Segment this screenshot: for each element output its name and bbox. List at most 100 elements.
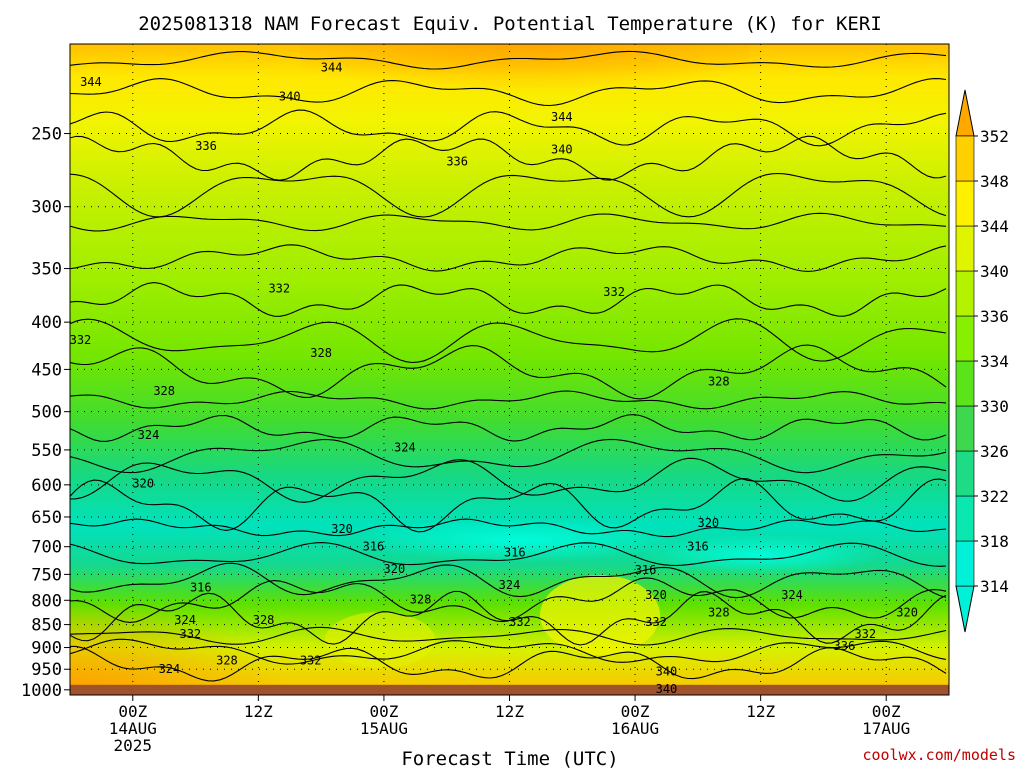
colorbar-segment xyxy=(955,315,975,362)
isoline xyxy=(70,78,947,107)
x-tick-label: 00Z xyxy=(118,702,147,721)
y-tick-label: 500 xyxy=(31,403,62,423)
colorbar: 314 318 322 326 330 334 336 340 344 348 352 xyxy=(955,89,1009,633)
isoline xyxy=(70,212,947,232)
y-tick-label: 800 xyxy=(31,591,62,611)
isoline xyxy=(70,390,947,410)
colorbar-segment xyxy=(955,180,975,227)
isoline xyxy=(70,518,947,538)
y-tick-label: 350 xyxy=(31,260,62,280)
colorbar-label: 348 xyxy=(980,172,1009,191)
colorbar-label: 314 xyxy=(980,577,1009,596)
colorbar-label: 336 xyxy=(980,307,1009,326)
y-tick-label: 650 xyxy=(31,508,62,528)
contour-label: 324 xyxy=(781,588,803,602)
cold-pool-2 xyxy=(640,535,880,575)
x-tick-label: 15AUG xyxy=(360,719,408,738)
warm-bubble-2 xyxy=(325,612,435,668)
contour-label: 328 xyxy=(153,384,175,398)
contour-label: 316 xyxy=(504,545,526,559)
isolines xyxy=(70,50,947,682)
isoline xyxy=(70,109,947,147)
colorbar-segment xyxy=(955,270,975,317)
contour-label: 332 xyxy=(300,654,322,668)
contour-label: 332 xyxy=(509,615,531,629)
colorbar-segment xyxy=(955,495,975,542)
x-tick-label: 14AUG xyxy=(109,719,157,738)
colorbar-label: 340 xyxy=(980,262,1009,281)
colorbar-label: 334 xyxy=(980,352,1009,371)
warm-bubble-1 xyxy=(540,575,660,655)
x-tick-label: 16AUG xyxy=(611,719,659,738)
contour-label: 324 xyxy=(159,662,181,676)
colorbar-label: 318 xyxy=(980,532,1009,551)
contour-label: 320 xyxy=(697,516,719,530)
contour-label: 316 xyxy=(363,540,385,554)
theta-e-field xyxy=(70,44,949,695)
contour-label: 332 xyxy=(603,285,625,299)
warm-surface-region xyxy=(70,600,290,695)
isoline xyxy=(70,318,947,364)
contour-label: 316 xyxy=(190,581,212,595)
x-tick-label: 12Z xyxy=(495,702,524,721)
y-tick-label: 250 xyxy=(31,125,62,145)
x-tick-label: 12Z xyxy=(244,702,273,721)
x-tick-label: 00Z xyxy=(872,702,901,721)
contour-label: 316 xyxy=(687,540,709,554)
warm-top-region xyxy=(300,44,750,124)
contour-label: 324 xyxy=(138,428,160,442)
contour-label: 328 xyxy=(708,606,730,620)
isoline xyxy=(70,344,947,400)
contour-label: 344 xyxy=(551,110,573,124)
cold-pool-1 xyxy=(360,518,680,562)
contour-label: 332 xyxy=(645,615,667,629)
colorbar-label: 344 xyxy=(980,217,1009,236)
isoline xyxy=(70,638,947,665)
y-tick-label: 900 xyxy=(31,639,62,659)
colorbar-label: 322 xyxy=(980,487,1009,506)
isoline xyxy=(70,645,947,682)
contour-label: 328 xyxy=(253,613,275,627)
ground-fill xyxy=(70,684,949,695)
isoline xyxy=(70,135,947,181)
colorbar-segment xyxy=(955,225,975,272)
contour-label: 328 xyxy=(216,654,238,668)
isoline xyxy=(70,478,947,533)
contour-label: 320 xyxy=(896,606,918,620)
contour-label: 316 xyxy=(635,563,657,577)
colorbar-segment xyxy=(955,450,975,497)
contour-label: 320 xyxy=(645,588,667,602)
contour-label: 332 xyxy=(179,627,201,641)
contour-label: 320 xyxy=(331,522,353,536)
contour-label: 328 xyxy=(708,375,730,389)
contour-label: 340 xyxy=(656,664,678,678)
chart-title: 2025081318 NAM Forecast Equiv. Potential… xyxy=(138,13,882,35)
contour-label: 320 xyxy=(384,562,406,576)
contour-label: 336 xyxy=(446,154,468,168)
colorbar-segment xyxy=(955,540,975,587)
colorbar-segment xyxy=(955,135,975,182)
y-tick-label: 850 xyxy=(31,616,62,636)
isoline xyxy=(70,244,947,272)
x-axis-label: Forecast Time (UTC) xyxy=(401,748,618,768)
contour-label: 340 xyxy=(656,682,678,696)
isoline xyxy=(70,457,947,503)
contour-label: 332 xyxy=(854,627,876,641)
colorbar-label: 330 xyxy=(980,397,1009,416)
contour-label: 324 xyxy=(174,613,196,627)
credit-text: coolwx.com/models xyxy=(862,746,1016,764)
isoline xyxy=(70,438,947,474)
contour-label: 340 xyxy=(279,90,301,104)
contour-label: 340 xyxy=(551,142,573,156)
isoline xyxy=(70,626,947,646)
y-tick-label: 700 xyxy=(31,538,62,558)
y-tick-label: 550 xyxy=(31,441,62,461)
contour-label: 324 xyxy=(499,578,521,592)
colorbar-extend-bottom xyxy=(955,585,975,633)
x-tick-label: 17AUG xyxy=(862,719,910,738)
colorbar-label: 326 xyxy=(980,442,1009,461)
y-tick-label: 1000 xyxy=(21,681,62,701)
colorbar-segment xyxy=(955,405,975,452)
